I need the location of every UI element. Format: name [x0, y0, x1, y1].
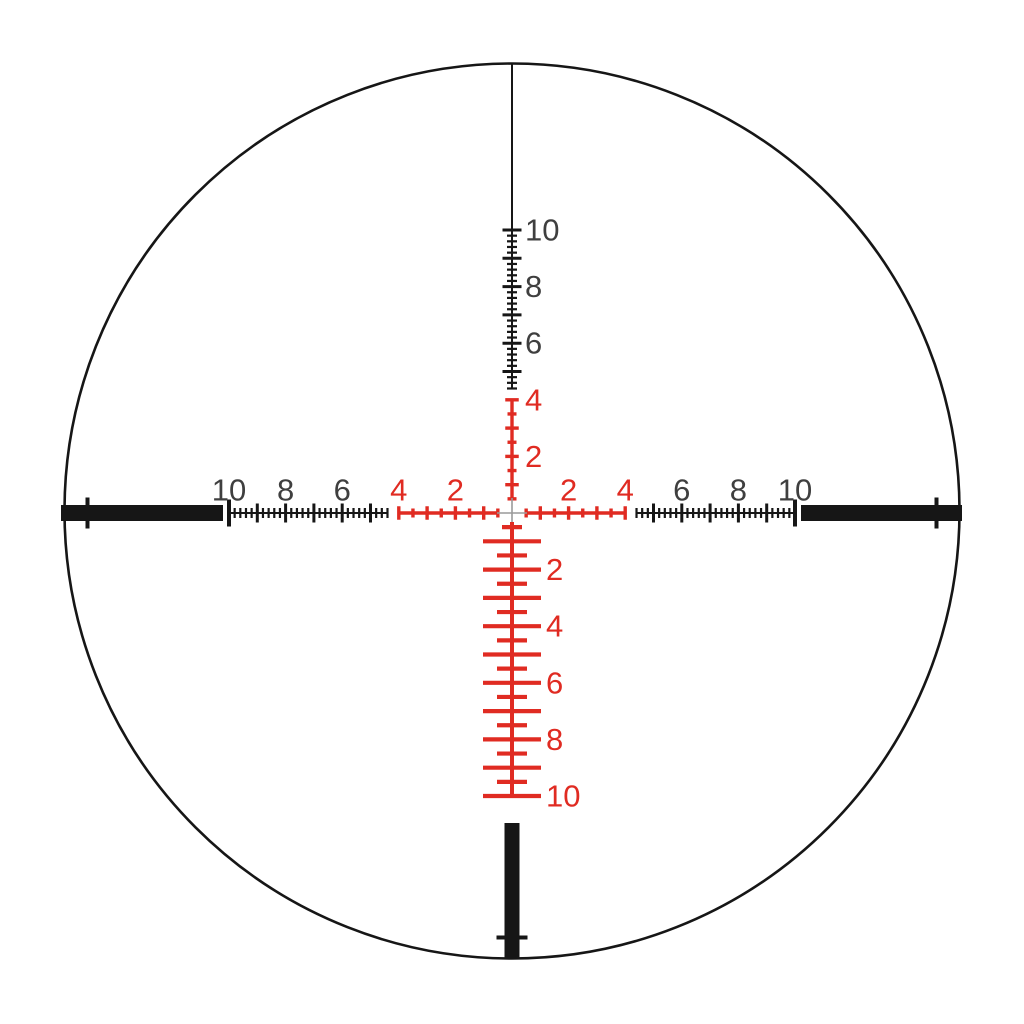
- windage-right-label-red-2: 2: [560, 473, 577, 508]
- windage-scale-left-red: [397, 506, 500, 520]
- elevation-label-black-8: 8: [525, 269, 542, 304]
- windage-scale-right-black: [635, 499, 797, 527]
- elevation-label-red-4: 4: [525, 382, 542, 417]
- left-post: [61, 505, 223, 521]
- windage-right-label-black-8: 8: [730, 473, 747, 508]
- windage-left-label-red-4: 4: [390, 473, 407, 508]
- elevation-label-black-6: 6: [525, 326, 542, 361]
- right-post: [801, 505, 962, 521]
- elevation-scale-upper-red: [505, 398, 519, 501]
- windage-left-label-red-2: 2: [447, 473, 464, 508]
- tree-label-red-8: 8: [546, 722, 563, 757]
- windage-right-label-red-4: 4: [617, 473, 634, 508]
- elevation-label-red-2: 2: [525, 439, 542, 474]
- windage-scale-left-black: [227, 499, 389, 527]
- elevation-scale-upper-black: [502, 228, 522, 390]
- elevation-label-black-10: 10: [525, 213, 559, 248]
- windage-right-label-black-6: 6: [673, 473, 690, 508]
- tree-label-red-6: 6: [546, 665, 563, 700]
- tree-label-red-2: 2: [546, 552, 563, 587]
- heavy-posts: [61, 497, 962, 959]
- tree-label-red-10: 10: [546, 779, 580, 814]
- windage-right-label-black-10: 10: [778, 473, 812, 508]
- bottom-post: [504, 823, 520, 959]
- windage-left-label-black-10: 10: [212, 473, 246, 508]
- windage-left-label-black-8: 8: [277, 473, 294, 508]
- tree-label-red-4: 4: [546, 609, 563, 644]
- windage-left-label-black-6: 6: [334, 473, 351, 508]
- holdover-tree-red: [483, 522, 541, 799]
- windage-scale-right-red: [524, 506, 627, 520]
